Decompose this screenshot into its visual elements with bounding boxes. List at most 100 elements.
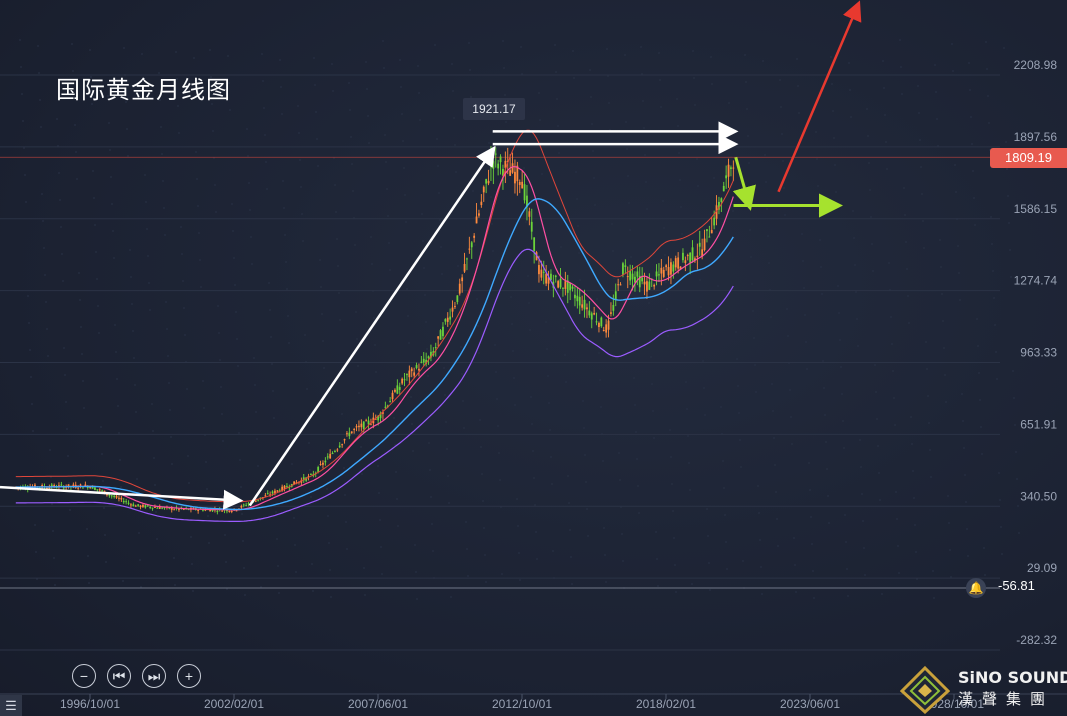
background-dot bbox=[469, 69, 471, 71]
zoom-out-button[interactable]: − bbox=[72, 664, 96, 688]
candle-body bbox=[698, 242, 701, 247]
bell-icon[interactable]: 🔔 bbox=[966, 578, 986, 598]
background-dot bbox=[336, 238, 338, 240]
background-dot bbox=[519, 579, 521, 581]
background-dot bbox=[428, 442, 430, 444]
candle-body bbox=[226, 509, 228, 512]
background-dot bbox=[913, 497, 915, 499]
background-dot bbox=[640, 46, 642, 48]
prev-button[interactable]: ⏮ bbox=[107, 664, 131, 688]
background-dot bbox=[187, 455, 189, 457]
menu-button[interactable]: ☰ bbox=[0, 695, 22, 716]
y-tick-label: 963.33 bbox=[1020, 346, 1057, 360]
background-dot bbox=[341, 413, 343, 415]
background-dot bbox=[966, 528, 968, 530]
candle-body bbox=[677, 257, 680, 269]
candle-body bbox=[562, 287, 564, 289]
background-dot bbox=[917, 85, 919, 87]
background-dot bbox=[1008, 222, 1010, 224]
background-dot bbox=[615, 331, 617, 333]
candle-body bbox=[89, 486, 92, 488]
background-dot bbox=[429, 469, 431, 471]
candle-body bbox=[454, 306, 456, 308]
background-dot bbox=[714, 204, 716, 206]
background-dot bbox=[726, 568, 728, 570]
background-dot bbox=[974, 224, 976, 226]
background-dot bbox=[693, 77, 695, 79]
background-dot bbox=[383, 67, 385, 69]
zoom-in-button[interactable]: + bbox=[177, 664, 201, 688]
background-dot bbox=[488, 142, 490, 144]
background-dot bbox=[100, 426, 102, 428]
background-dot bbox=[635, 431, 637, 433]
candle-body bbox=[660, 267, 663, 274]
background-dot bbox=[217, 305, 219, 307]
background-dot bbox=[735, 331, 737, 333]
background-dot bbox=[789, 389, 791, 391]
background-dot bbox=[885, 141, 887, 143]
background-dot bbox=[761, 593, 763, 595]
background-dot bbox=[82, 380, 84, 382]
candle-body bbox=[216, 511, 219, 513]
candle-body bbox=[686, 255, 689, 257]
background-dot bbox=[457, 265, 459, 267]
background-dot bbox=[395, 471, 397, 473]
background-dot bbox=[613, 277, 615, 279]
background-dot bbox=[271, 363, 273, 365]
background-dot bbox=[569, 529, 571, 531]
background-dot bbox=[170, 436, 172, 438]
background-dot bbox=[279, 59, 281, 61]
candle-body bbox=[480, 201, 483, 206]
background-dot bbox=[611, 223, 613, 225]
background-dot bbox=[264, 134, 266, 136]
background-dot bbox=[977, 345, 979, 347]
candle-body bbox=[437, 336, 440, 339]
candle-body bbox=[653, 284, 656, 287]
background-dot bbox=[43, 247, 45, 249]
background-dot bbox=[483, 527, 485, 529]
background-dot bbox=[186, 388, 188, 390]
candle-body bbox=[353, 429, 356, 431]
candle-body bbox=[149, 506, 152, 508]
background-dot bbox=[169, 409, 171, 411]
background-dot bbox=[824, 414, 826, 416]
background-dot bbox=[35, 551, 37, 553]
background-dot bbox=[145, 201, 147, 203]
background-dot bbox=[804, 314, 806, 316]
background-dot bbox=[65, 401, 67, 403]
background-dot bbox=[494, 344, 496, 346]
x-tick-label: 2002/02/01 bbox=[204, 697, 264, 711]
background-dot bbox=[530, 396, 532, 398]
background-dot bbox=[650, 356, 652, 358]
background-dot bbox=[295, 571, 297, 573]
background-dot bbox=[762, 60, 764, 62]
candle-body bbox=[228, 511, 231, 513]
background-dot bbox=[116, 378, 118, 380]
candle-body bbox=[247, 503, 250, 505]
candle-body bbox=[590, 313, 593, 320]
background-dot bbox=[794, 564, 796, 566]
background-dot bbox=[964, 474, 966, 476]
candle-body bbox=[458, 283, 461, 294]
candle-body bbox=[665, 265, 668, 268]
next-button[interactable]: ⏭ bbox=[142, 664, 166, 688]
background-dot bbox=[198, 232, 200, 234]
candle-body bbox=[134, 505, 137, 507]
background-dot bbox=[846, 568, 848, 570]
candle-body bbox=[720, 198, 723, 202]
background-dot bbox=[54, 584, 56, 586]
background-dot bbox=[572, 50, 574, 52]
background-dot bbox=[737, 385, 739, 387]
background-dot bbox=[646, 208, 648, 210]
background-dot bbox=[120, 486, 122, 488]
candle-body bbox=[79, 484, 82, 486]
background-dot bbox=[399, 59, 401, 61]
background-dot bbox=[269, 309, 271, 311]
candle-body bbox=[374, 418, 377, 420]
background-dot bbox=[342, 440, 344, 442]
background-dot bbox=[322, 340, 324, 342]
candle-body bbox=[482, 186, 485, 193]
logo-text-en: SiNO SOUND bbox=[958, 668, 1067, 687]
background-dot bbox=[968, 62, 970, 64]
